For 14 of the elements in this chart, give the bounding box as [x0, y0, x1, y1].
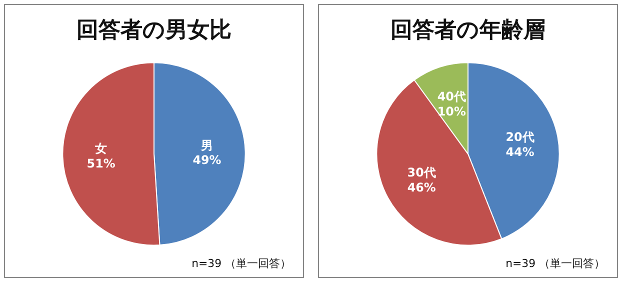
slice-label: 40代: [437, 90, 466, 104]
text: n=39 （単一回答）: [506, 257, 605, 270]
slice-label: 20代: [506, 130, 534, 144]
data-label: 51%: [86, 156, 116, 170]
slice-label: 男: [200, 138, 213, 152]
chart-title: 回答者の年齢層: [390, 18, 546, 43]
slice-label: 30代: [407, 165, 436, 180]
data-label: 49%: [192, 153, 222, 168]
data-label: 46%: [407, 180, 436, 194]
data-label: 44%: [506, 144, 534, 159]
data-label: 10%: [437, 104, 466, 118]
text: n=39 （単一回答）: [192, 257, 291, 270]
chart-title: 回答者の男女比: [76, 18, 232, 43]
slice-label: 女: [94, 142, 108, 156]
